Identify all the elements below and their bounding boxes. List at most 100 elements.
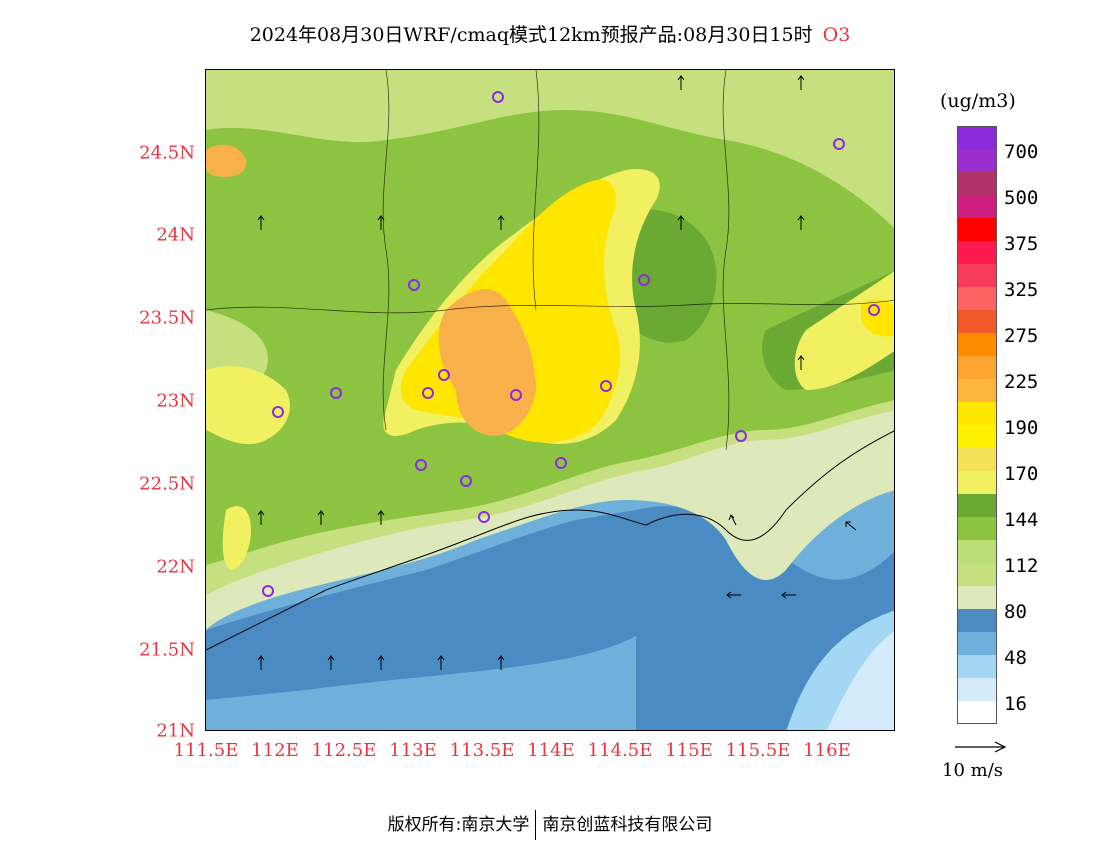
station-marker[interactable] [510, 389, 522, 401]
title-text: 2024年08月30日WRF/cmaq模式12km预报产品:08月30日15时 [249, 24, 813, 46]
colorbar-swatch [957, 609, 997, 632]
wind-arrow [726, 591, 741, 599]
colorbar-label: 375 [1004, 233, 1039, 255]
lat-tick-label: 23.5N [139, 307, 195, 329]
footer-divider [535, 810, 537, 840]
pollutant-label: O3 [822, 24, 851, 46]
lon-tick-label: 111.5E [173, 740, 239, 761]
colorbar-label: 225 [1004, 371, 1039, 393]
station-marker[interactable] [422, 387, 434, 399]
lon-tick-label: 114.5E [587, 740, 653, 761]
station-marker[interactable] [492, 91, 504, 103]
colorbar-swatch [957, 264, 997, 287]
station-marker[interactable] [408, 279, 420, 291]
coastline [206, 430, 894, 651]
colorbar-unit: (ug/m3) [940, 90, 1016, 112]
colorbar-swatch [957, 471, 997, 494]
lon-tick-label: 112E [251, 740, 299, 761]
wind-arrow [845, 521, 857, 531]
wind-arrow [728, 514, 737, 526]
colorbar-swatch [957, 517, 997, 540]
station-marker[interactable] [460, 475, 472, 487]
wind-arrow [797, 75, 805, 90]
colorbar-swatch [957, 172, 997, 195]
colorbar-swatch [957, 448, 997, 471]
wind-arrow [677, 215, 685, 230]
colorbar-swatch [957, 402, 997, 425]
station-marker[interactable] [735, 430, 747, 442]
wind-reference-label: 10 m/s [942, 760, 1003, 781]
colorbar-label: 700 [1004, 141, 1039, 163]
ozone-hotspot-northwest [206, 144, 247, 177]
wind-arrow [257, 655, 265, 670]
colorbar-label: 112 [1004, 555, 1039, 577]
lon-tick-label: 116E [803, 740, 851, 761]
wind-reference-arrow [955, 741, 1007, 753]
forecast-map[interactable] [205, 69, 895, 731]
colorbar-swatch [957, 379, 997, 402]
colorbar-swatch [957, 149, 997, 172]
colorbar-swatch [957, 494, 997, 517]
station-marker[interactable] [415, 459, 427, 471]
copyright-company: 南京创蓝科技有限公司 [542, 815, 713, 835]
wind-arrow [257, 215, 265, 230]
colorbar-label: 80 [1004, 601, 1027, 623]
wind-arrow [497, 215, 505, 230]
colorbar-label: 325 [1004, 279, 1039, 301]
station-marker[interactable] [478, 511, 490, 523]
wind-arrow [677, 75, 685, 90]
lon-tick-label: 115.5E [725, 740, 791, 761]
colorbar [957, 126, 997, 724]
wind-arrow [797, 355, 805, 370]
colorbar-swatch [957, 310, 997, 333]
colorbar-label: 16 [1004, 693, 1027, 715]
colorbar-label: 144 [1004, 509, 1039, 531]
colorbar-swatch [957, 540, 997, 563]
colorbar-swatch [957, 333, 997, 356]
station-marker[interactable] [638, 274, 650, 286]
colorbar-swatch [957, 701, 997, 724]
colorbar-swatch [957, 195, 997, 218]
colorbar-swatch [957, 586, 997, 609]
colorbar-swatch [957, 632, 997, 655]
lat-tick-label: 24N [156, 224, 195, 246]
station-marker[interactable] [438, 369, 450, 381]
colorbar-swatch [957, 287, 997, 310]
station-marker[interactable] [600, 380, 612, 392]
colorbar-label: 275 [1004, 325, 1039, 347]
colorbar-swatch [957, 655, 997, 678]
chart-title: 2024年08月30日WRF/cmaq模式12km预报产品:08月30日15时 O… [0, 20, 1100, 47]
lon-tick-label: 113.5E [449, 740, 515, 761]
colorbar-swatch [957, 678, 997, 701]
station-marker[interactable] [868, 304, 880, 316]
wind-arrow [437, 655, 445, 670]
lat-tick-label: 23N [156, 390, 195, 412]
station-marker[interactable] [555, 457, 567, 469]
province-borders [206, 70, 894, 451]
land-yellow-green-sw [222, 506, 251, 570]
station-marker[interactable] [262, 585, 274, 597]
colorbar-swatch [957, 218, 997, 241]
map-canvas [206, 70, 894, 730]
station-marker[interactable] [833, 138, 845, 150]
colorbar-label: 170 [1004, 463, 1039, 485]
wind-arrow [497, 655, 505, 670]
wind-arrow [781, 591, 796, 599]
land-yellow-green-west [206, 366, 290, 445]
station-marker[interactable] [272, 406, 284, 418]
monitoring-stations [262, 91, 880, 597]
wind-arrow [377, 215, 385, 230]
lat-tick-label: 22N [156, 556, 195, 578]
colorbar-swatch [957, 356, 997, 379]
lat-tick-label: 21N [156, 720, 195, 742]
wind-arrow [377, 655, 385, 670]
sea-deep-area-west [206, 510, 646, 700]
station-marker[interactable] [330, 387, 342, 399]
wind-arrow [327, 655, 335, 670]
colorbar-label: 190 [1004, 417, 1039, 439]
wind-arrow [377, 510, 385, 525]
lon-tick-label: 112.5E [311, 740, 377, 761]
lon-tick-label: 114E [527, 740, 575, 761]
wind-vectors [257, 75, 857, 670]
wind-arrow [797, 215, 805, 230]
